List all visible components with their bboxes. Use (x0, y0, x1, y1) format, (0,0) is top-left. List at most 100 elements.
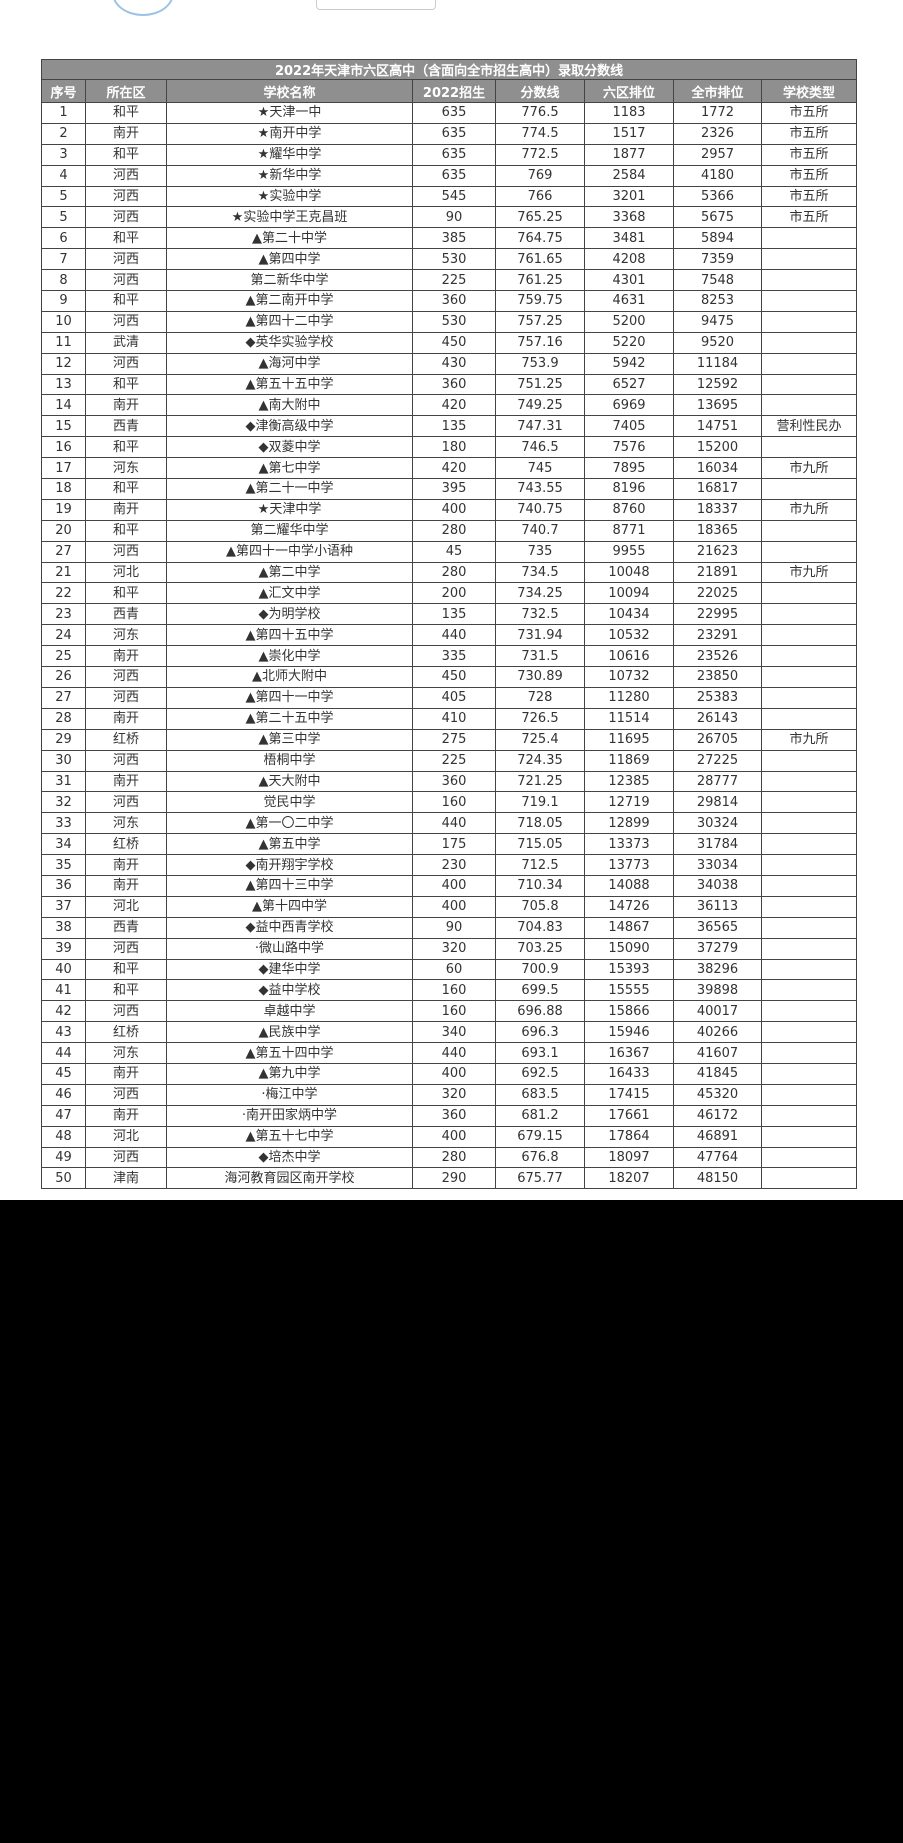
table-cell: 河西 (85, 206, 167, 229)
table-cell: ▲海河中学 (166, 352, 413, 375)
table-row: 36 南开 ▲第四十三中学 400 710.34 14088 34038 (41, 874, 858, 897)
table-cell: ▲第五十五中学 (166, 373, 413, 396)
table-cell: 405 (412, 686, 496, 709)
table-cell: 757.25 (495, 310, 585, 333)
table-cell: ▲北师大附中 (166, 666, 413, 688)
empty-cell (760, 290, 858, 312)
table-cell: 15090 (584, 937, 674, 960)
table-row: 50 津南 海河教育园区南开学校 290 675.77 18207 48150 (41, 1167, 858, 1190)
table-cell: 14867 (584, 916, 674, 939)
table-cell: 440 (412, 812, 496, 835)
table-cell: 5942 (584, 352, 674, 375)
table-cell: ★天津一中 (166, 102, 413, 124)
empty-cell (760, 1021, 858, 1044)
table-cell: ◆益中西青学校 (166, 916, 413, 939)
table-cell: ·南开田家炳中学 (166, 1104, 413, 1127)
table-cell: 5675 (673, 206, 762, 229)
table-cell: 692.5 (495, 1062, 585, 1085)
table-row: 32 河西 觉民中学 160 719.1 12719 29814 (41, 791, 858, 814)
table-cell: 761.25 (495, 269, 585, 292)
table-cell: 3481 (584, 227, 674, 250)
table-cell: 340 (412, 1021, 496, 1044)
screenshot-sheet: 2022年天津市六区高中（含面向全市招生高中）录取分数线 序号 所在区 学校名称 20… (0, 0, 903, 1200)
table-cell: 28777 (673, 770, 762, 793)
table-cell: 430 (412, 352, 496, 375)
table-cell: ★实验中学 (166, 185, 413, 208)
empty-cell (760, 707, 858, 730)
empty-cell (760, 373, 858, 396)
table-row: 11 武清 ◆英华实验学校 450 757.16 5220 9520 (41, 331, 858, 354)
table-cell: 南开 (85, 645, 167, 668)
table-cell: 41 (41, 979, 86, 1002)
table-cell: 2957 (673, 143, 762, 166)
column-header: 2022招生 (412, 79, 496, 103)
table-cell: 4180 (673, 164, 762, 187)
table-cell: ▲第一〇二中学 (166, 812, 413, 835)
table-cell: 4301 (584, 269, 674, 292)
table-cell: 7576 (584, 436, 674, 459)
empty-cell (760, 770, 858, 793)
table-row: 29 红桥 ▲第三中学 275 725.4 11695 26705 市九所 (41, 728, 858, 751)
table-cell: 21891 (673, 561, 762, 584)
table-cell: 757.16 (495, 331, 585, 354)
table-cell: 320 (412, 1083, 496, 1106)
table-cell: ★实验中学王克昌班 (166, 206, 413, 229)
table-cell: 39 (41, 937, 86, 960)
table-cell: 699.5 (495, 979, 585, 1002)
table-cell: 34038 (673, 874, 762, 897)
table-cell: 360 (412, 1104, 496, 1127)
empty-cell (760, 958, 858, 981)
table-cell: 772.5 (495, 143, 585, 166)
table-row: 4 河西 ★新华中学 635 769 2584 4180 市五所 (41, 164, 858, 187)
table-cell: 22025 (673, 582, 762, 605)
table-cell: 225 (412, 269, 496, 292)
table-cell: 26 (41, 666, 86, 688)
table-row: 40 和平 ◆建华中学 60 700.9 15393 38296 (41, 958, 858, 981)
table-row: 13 和平 ▲第五十五中学 360 751.25 6527 12592 (41, 373, 858, 396)
table-cell: 45 (41, 1062, 86, 1085)
column-header: 序号 (41, 79, 86, 103)
table-cell: ▲崇化中学 (166, 645, 413, 668)
table-cell: 5 (41, 185, 86, 208)
table-cell: 和平 (85, 478, 167, 500)
table-cell: 河西 (85, 666, 167, 688)
table-cell: ▲第二十中学 (166, 227, 413, 250)
table-cell: 市五所 (760, 143, 858, 166)
table-cell: 15 (41, 415, 86, 438)
table-row: 1 和平 ★天津一中 635 776.5 1183 1772 市五所 (41, 102, 858, 124)
table-cell: 市九所 (760, 561, 858, 584)
table-cell: 河西 (85, 540, 167, 563)
table-cell: 15946 (584, 1021, 674, 1044)
table-cell: 360 (412, 373, 496, 396)
table-cell: 和平 (85, 958, 167, 981)
table-cell: 700.9 (495, 958, 585, 981)
table-cell: 河东 (85, 812, 167, 835)
table-cell: 河西 (85, 352, 167, 375)
table-row: 3 和平 ★耀华中学 635 772.5 1877 2957 市五所 (41, 143, 858, 166)
table-cell: 60 (412, 958, 496, 981)
empty-cell (760, 603, 858, 626)
table-cell: 河西 (85, 686, 167, 709)
table-cell: 河东 (85, 624, 167, 647)
table-cell: 16367 (584, 1042, 674, 1064)
table-row: 9 和平 ▲第二南开中学 360 759.75 4631 8253 (41, 290, 858, 312)
table-cell: 48150 (673, 1167, 762, 1190)
empty-cell (760, 394, 858, 417)
table-cell: 南开 (85, 394, 167, 417)
table-cell: 8771 (584, 519, 674, 542)
table-cell: 47764 (673, 1146, 762, 1169)
table-cell: 718.05 (495, 812, 585, 835)
table-cell: 8 (41, 269, 86, 292)
table-cell: 743.55 (495, 478, 585, 500)
table-cell: 225 (412, 749, 496, 772)
table-cell: 1517 (584, 122, 674, 145)
table-cell: ▲第二中学 (166, 561, 413, 584)
table-cell: 745 (495, 457, 585, 480)
table-cell: 南开 (85, 1104, 167, 1127)
table-cell: 31784 (673, 833, 762, 856)
table-cell: 36113 (673, 895, 762, 918)
table-cell: 14726 (584, 895, 674, 918)
table-cell: 25 (41, 645, 86, 668)
column-header: 学校类型 (760, 79, 858, 103)
table-cell: 730.89 (495, 666, 585, 688)
